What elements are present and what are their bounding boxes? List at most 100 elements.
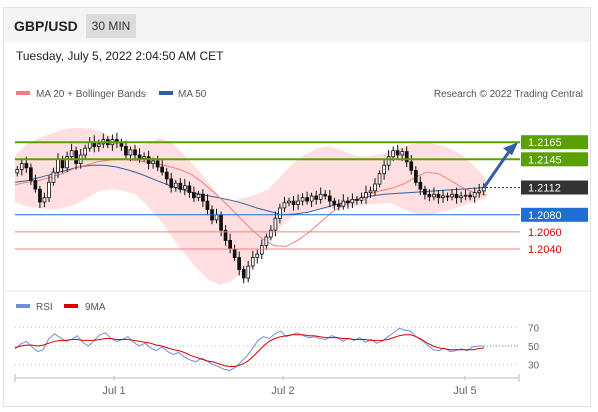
rsi-tick-70: 70 (528, 323, 540, 334)
candle-down (422, 188, 427, 195)
candle-down (418, 181, 423, 190)
candle-up (173, 182, 178, 188)
candle-up (182, 185, 187, 190)
ma50-legend-label: MA 50 (178, 89, 207, 100)
candle-up (386, 156, 391, 166)
candle-up (268, 229, 273, 238)
candle-down (119, 142, 124, 147)
ma20-legend-label: MA 20 + Bollinger Bands (36, 89, 146, 100)
x-tick-label: Jul 5 (453, 385, 476, 397)
candle-down (409, 161, 414, 171)
level-label-1.2080: 1.2080 (528, 210, 562, 222)
candle-up (359, 197, 364, 201)
credit-label: Research © 2022 Trading Central (434, 89, 583, 100)
candle-down (219, 214, 223, 231)
candle-up (364, 192, 368, 199)
candle-down (228, 239, 232, 250)
rsi-tick-30: 30 (528, 361, 540, 372)
candle-down (24, 163, 29, 169)
candle-up (318, 193, 323, 200)
candle-down (33, 180, 38, 190)
candle-up (259, 245, 264, 255)
candle-down (327, 195, 332, 202)
candle-up (300, 197, 305, 202)
candle-down (60, 158, 65, 169)
level-tag-1.2145 (521, 152, 588, 167)
candle-down (164, 171, 169, 180)
candle-down (133, 149, 137, 156)
candle-down (314, 195, 319, 200)
candle-down (395, 150, 400, 156)
candle-down (124, 146, 128, 156)
candle-up (196, 193, 201, 199)
candle-up (214, 214, 219, 221)
candle-down (223, 229, 228, 241)
candle-up (477, 190, 482, 193)
candle-up (287, 200, 291, 204)
rsi-legend-label: RSI (36, 302, 53, 313)
rsi-tick-50: 50 (528, 342, 540, 353)
candle-down (137, 154, 142, 159)
rsi-ma-line (14, 334, 485, 367)
candle-up (83, 147, 87, 156)
candle-down (38, 188, 42, 203)
candle-up (350, 198, 355, 204)
x-tick-label: Jul 2 (271, 385, 294, 397)
candle-up (47, 181, 51, 199)
candle-down (237, 257, 241, 270)
candle-down (355, 198, 359, 201)
candle-down (305, 197, 310, 202)
timeframe-button[interactable]: 30 MIN (86, 14, 136, 38)
candle-up (65, 156, 69, 169)
rsi-ma-legend-swatch (64, 304, 78, 308)
candle-down (291, 200, 296, 205)
candle-down (445, 195, 450, 198)
candle-down (345, 200, 350, 204)
candle-up (296, 200, 300, 205)
candle-up (400, 151, 405, 156)
candle-up (42, 197, 47, 203)
candle-up (15, 169, 20, 174)
candle-up (382, 164, 387, 175)
candle-down (427, 193, 432, 198)
candle-down (323, 193, 328, 197)
candle-down (413, 169, 418, 183)
candle-down (178, 182, 183, 190)
candle-down (74, 150, 78, 164)
symbol-label: GBP/USD (14, 18, 78, 34)
candle-down (454, 193, 459, 199)
candle-down (155, 160, 160, 168)
x-tick-label: Jul 1 (102, 385, 125, 397)
candle-up (255, 253, 260, 258)
rsi-ma-legend-label: 9MA (85, 302, 106, 313)
level-label-1.2040: 1.2040 (528, 244, 562, 256)
candle-down (28, 167, 33, 182)
candle-up (309, 195, 314, 202)
candle-down (468, 194, 473, 198)
level-tag-1.2112 (521, 180, 588, 195)
ma20-legend-swatch (16, 91, 30, 95)
candle-down (241, 269, 246, 279)
rsi-line (14, 327, 484, 371)
level-label-1.2145: 1.2145 (528, 154, 562, 166)
candle-up (69, 150, 74, 158)
candle-up (250, 257, 255, 267)
candle-up (472, 192, 477, 198)
candle-up (432, 193, 436, 198)
candle-up (56, 158, 60, 173)
candle-up (282, 202, 287, 209)
candle-up (391, 150, 396, 158)
level-label-1.2112: 1.2112 (528, 183, 561, 195)
candle-up (51, 171, 56, 183)
candle-up (481, 187, 486, 192)
candle-up (96, 143, 101, 147)
level-tag-1.2165 (521, 135, 588, 150)
candle-up (273, 217, 278, 231)
candle-down (336, 204, 341, 207)
candle-up (151, 160, 155, 164)
candle-up (278, 207, 282, 219)
projection-arrow-head (503, 142, 518, 156)
level-tag-1.2080 (521, 207, 588, 222)
candle-up (450, 193, 454, 198)
candle-up (19, 163, 24, 170)
